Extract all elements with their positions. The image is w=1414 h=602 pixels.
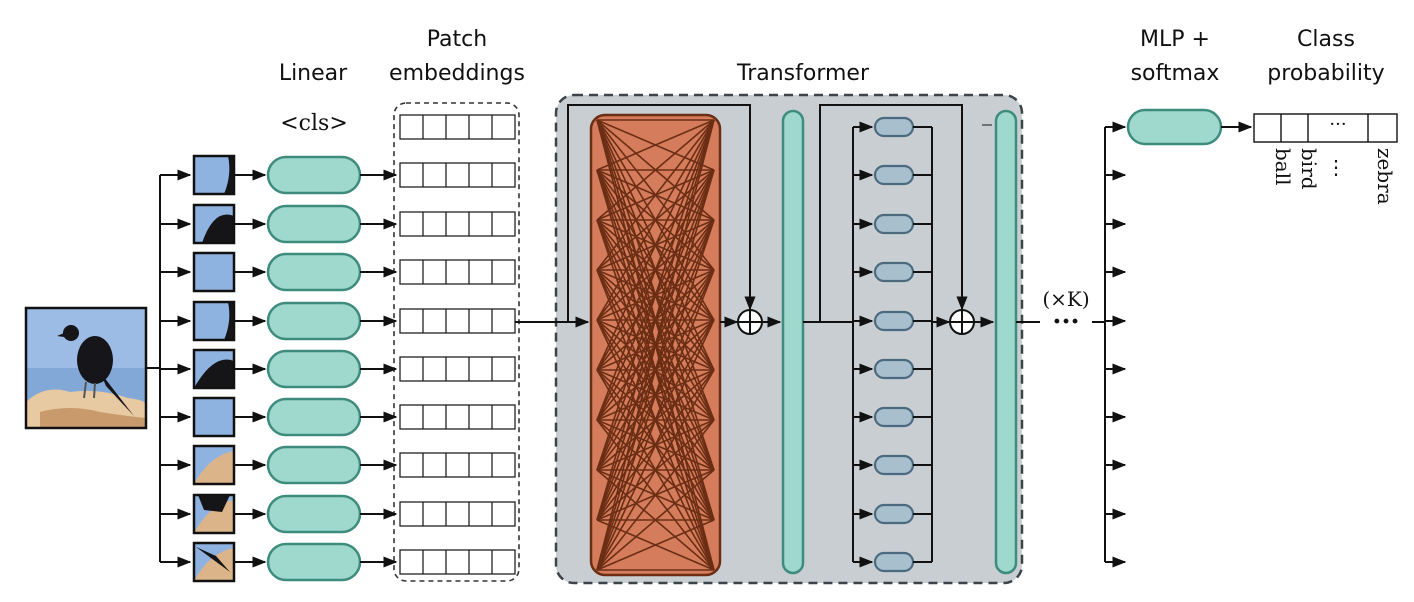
attention-edge — [596, 469, 715, 571]
output-tokens — [1105, 121, 1127, 568]
label-embeddings: embeddings — [389, 61, 525, 86]
image-patch — [192, 300, 236, 342]
attention-edge — [596, 169, 715, 571]
cls-token-embedding — [399, 114, 516, 140]
attention-edge — [596, 119, 715, 371]
image-patch — [192, 348, 236, 390]
label-softmax: softmax — [1131, 61, 1220, 86]
cls-token-label: <cls> — [280, 111, 348, 136]
patch-row — [160, 300, 516, 342]
image-patch — [192, 493, 236, 535]
patch-embeddings-group — [393, 102, 520, 582]
linear-projection-block — [266, 445, 362, 485]
patch-row — [160, 396, 516, 438]
ffn-unit — [873, 454, 915, 476]
attention-edge — [596, 119, 715, 171]
layer-norm-2 — [994, 109, 1018, 575]
ffn-unit — [873, 503, 915, 525]
patch-rows — [160, 114, 540, 583]
linear-projection-block — [266, 301, 362, 341]
residual-add-1 — [737, 309, 763, 335]
class-name-ellipsis: ⋮ — [1326, 155, 1346, 179]
linear-projection-block — [266, 155, 362, 195]
attention-edge — [596, 319, 715, 571]
attention-edge — [596, 369, 715, 571]
linear-projection-block — [266, 349, 362, 389]
patch-row — [160, 203, 516, 245]
patch-embedding-vector — [399, 259, 516, 285]
self-attention-block — [589, 113, 722, 577]
linear-projection-block — [266, 542, 362, 582]
patch-embedding-vector — [399, 404, 516, 430]
image-patch — [192, 541, 236, 583]
layer-norm-1 — [781, 109, 805, 575]
ffn-unit — [873, 164, 915, 186]
ffn-unit — [873, 551, 915, 573]
attention-edge — [596, 119, 715, 571]
patch-row — [160, 348, 516, 390]
patch-embedding-vector — [399, 162, 516, 188]
ffn-unit — [873, 310, 915, 332]
image-patch — [192, 444, 236, 486]
repeat-dots: ··· — [1052, 307, 1079, 337]
image-patch — [192, 396, 236, 438]
input-image — [24, 306, 148, 430]
image-patch — [192, 251, 236, 293]
class-name-ball: ball — [1271, 148, 1295, 186]
attention-edge — [596, 119, 715, 421]
patch-row — [160, 493, 516, 535]
patch-embedding-vector — [399, 549, 516, 575]
feed-forward-block — [853, 116, 932, 573]
linear-projection-block — [266, 397, 362, 437]
attention-edge — [596, 119, 715, 521]
patch-embedding-vector — [399, 501, 516, 527]
attention-edge — [596, 119, 715, 471]
ffn-unit — [873, 261, 915, 283]
image-patch — [192, 154, 236, 196]
attention-edge — [596, 119, 715, 221]
patch-row — [160, 444, 516, 486]
vector-ellipsis: ··· — [1329, 114, 1346, 135]
label-probability: probability — [1267, 61, 1384, 86]
patch-row — [160, 541, 516, 583]
ffn-unit — [873, 213, 915, 235]
class-name-bird: bird — [1297, 148, 1321, 190]
mlp-softmax-block — [1126, 108, 1223, 146]
patch-row — [160, 154, 516, 196]
residual-add-2 — [949, 309, 975, 335]
attention-edge — [596, 269, 715, 571]
patch-embedding-vector — [399, 211, 516, 237]
attention-edge — [596, 119, 715, 321]
label-transformer: Transformer — [736, 61, 870, 86]
attention-edge — [596, 119, 715, 271]
image-patch — [192, 203, 236, 245]
attention-edge — [596, 419, 715, 571]
class-probability-vector: ··· — [1253, 113, 1398, 143]
attention-edge — [596, 519, 715, 571]
patch-embedding-vector — [399, 308, 516, 334]
label-linear: Linear — [279, 61, 348, 86]
class-name-zebra: zebra — [1373, 148, 1397, 205]
linear-projection-block — [266, 494, 362, 534]
patch-embedding-vector — [399, 452, 516, 478]
label-class: Class — [1297, 27, 1355, 52]
linear-projection-block — [266, 252, 362, 292]
patch-embedding-vector — [399, 356, 516, 382]
ffn-unit — [873, 406, 915, 428]
attention-edge — [596, 219, 715, 571]
patch-row — [160, 251, 516, 293]
repeat-k-label: (×K) — [1042, 287, 1089, 311]
linear-projection-block — [266, 204, 362, 244]
ffn-unit — [873, 358, 915, 380]
label-patch: Patch — [427, 27, 487, 52]
label-mlp: MLP + — [1140, 27, 1210, 52]
ffn-unit — [873, 116, 915, 138]
